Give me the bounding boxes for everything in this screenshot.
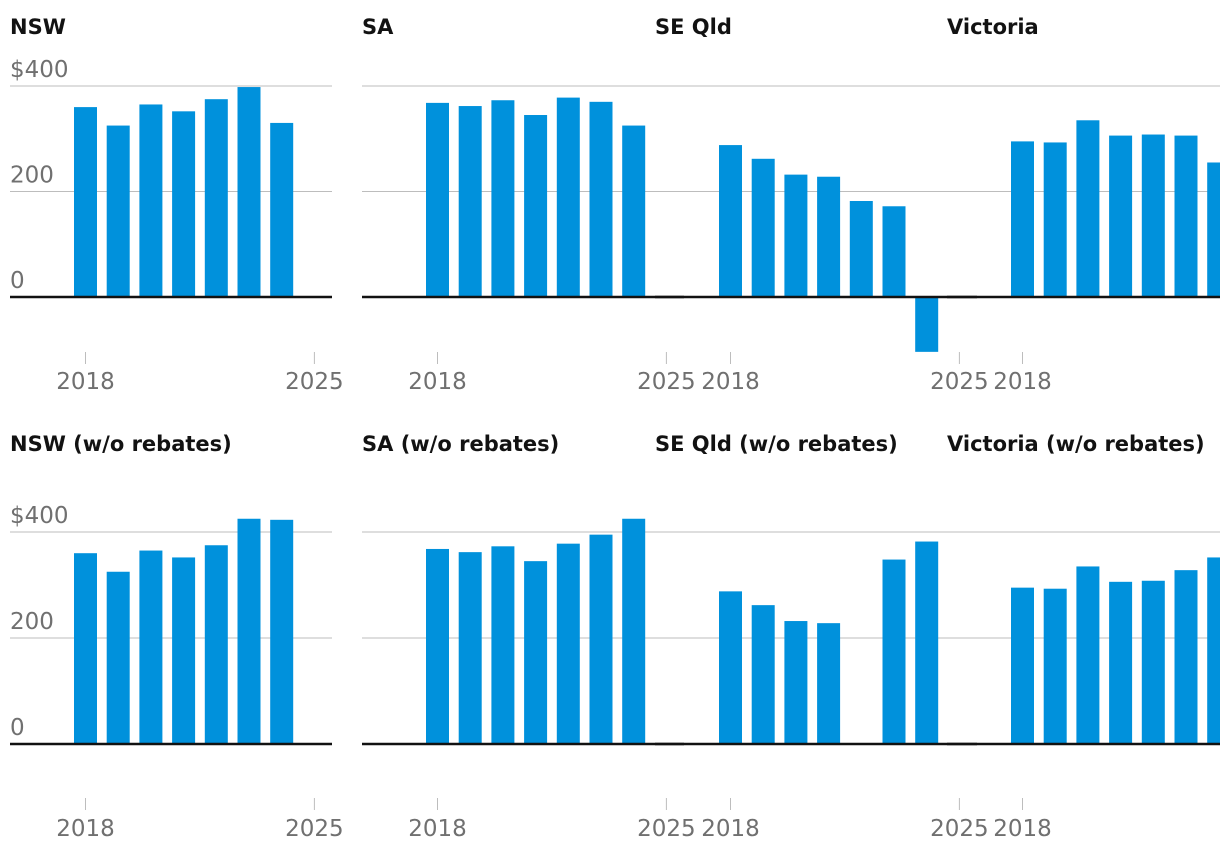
x-tick-label: 2025 xyxy=(285,816,344,842)
bar-2019 xyxy=(751,158,775,297)
x-tick-label: 2025 xyxy=(285,369,344,395)
x-tick-label: 2018 xyxy=(408,816,467,842)
bar-2024 xyxy=(915,541,939,744)
bar-2019 xyxy=(458,106,482,297)
chart-panel-6: 2018 2025 SA (w/o rebates) xyxy=(362,432,696,842)
chart-panel-5: 0 200 $400 2018 2025 NSW (w/o rebates) xyxy=(10,432,344,842)
x-tick-label: 2018 xyxy=(56,816,115,842)
bar-2020 xyxy=(491,100,515,298)
x-tick-label: 2018 xyxy=(993,369,1052,395)
bar-2023 xyxy=(882,559,906,744)
y-tick-label: 200 xyxy=(10,609,54,635)
bar-2024 xyxy=(622,518,646,744)
bar-2021 xyxy=(1109,135,1133,297)
x-tick-label: 2025 xyxy=(637,369,696,395)
bar-2021 xyxy=(817,176,841,297)
panel-title: SE Qld xyxy=(655,15,732,39)
x-tick-label: 2025 xyxy=(930,369,989,395)
bar-2018 xyxy=(74,553,97,744)
y-tick-label: 0 xyxy=(10,715,25,741)
bar-2021 xyxy=(1109,581,1133,744)
bar-2023 xyxy=(1174,135,1198,297)
bar-2022 xyxy=(1141,134,1165,297)
chart-panel-4: 20182025Victoria xyxy=(947,15,1220,395)
bar-2023 xyxy=(882,206,906,297)
bar-2019 xyxy=(1043,588,1067,744)
bar-2020 xyxy=(1076,120,1100,297)
bar-2024 xyxy=(622,125,646,297)
x-tick-label: 2018 xyxy=(701,369,760,395)
bar-2020 xyxy=(139,104,163,298)
x-tick-label: 2018 xyxy=(56,369,115,395)
y-tick-label: 200 xyxy=(10,163,54,189)
bar-2022 xyxy=(556,543,580,744)
bar-2023 xyxy=(1174,570,1198,744)
bar-2021 xyxy=(524,115,548,297)
panel-title: SA xyxy=(362,15,394,39)
chart-panel-7: 2018 2025 SE Qld (w/o rebates) xyxy=(655,432,989,842)
bar-2018 xyxy=(719,145,742,297)
bar-2018 xyxy=(426,102,449,297)
bar-2018 xyxy=(1011,587,1034,744)
bar-2024 xyxy=(1207,557,1220,744)
bar-2018 xyxy=(74,107,97,297)
y-tick-label: $400 xyxy=(10,503,69,529)
bar-2020 xyxy=(139,550,163,744)
bar-2021 xyxy=(172,557,196,744)
bar-2022 xyxy=(556,97,580,297)
bar-2020 xyxy=(784,174,808,297)
bar-2019 xyxy=(458,552,482,744)
bar-2020 xyxy=(784,621,808,744)
panel-title: SA (w/o rebates) xyxy=(362,432,559,456)
bar-2023 xyxy=(237,87,261,298)
chart-panel-8: 20182025Victoria (w/o rebates) xyxy=(947,432,1220,842)
bar-2024 xyxy=(270,519,294,744)
y-tick-label: 0 xyxy=(10,268,25,294)
bar-2023 xyxy=(237,518,261,744)
bar-2024 xyxy=(915,297,939,352)
bar-2022 xyxy=(204,99,228,297)
bar-2022 xyxy=(849,200,873,297)
bar-2023 xyxy=(589,101,613,297)
bar-2019 xyxy=(751,605,775,744)
bar-2018 xyxy=(719,591,742,744)
chart-panel-3: 2018 2025 SE Qld xyxy=(655,15,989,395)
chart-panel-1: 0 200 $400 2018 2025 NSW xyxy=(10,15,344,395)
bar-2024 xyxy=(270,122,294,297)
panel-title: NSW xyxy=(10,15,66,39)
x-tick-label: 2018 xyxy=(701,816,760,842)
bar-2022 xyxy=(1141,580,1165,744)
bar-2018 xyxy=(1011,141,1034,297)
bar-2019 xyxy=(1043,142,1067,297)
bar-2022 xyxy=(204,545,228,744)
bar-2021 xyxy=(172,111,196,297)
bar-2019 xyxy=(106,125,130,297)
bar-2018 xyxy=(426,548,449,744)
bar-2020 xyxy=(1076,566,1100,744)
x-tick-label: 2018 xyxy=(993,816,1052,842)
x-tick-label: 2018 xyxy=(408,369,467,395)
y-tick-label: $400 xyxy=(10,57,69,83)
panel-title: Victoria xyxy=(947,15,1039,39)
panel-title: Victoria (w/o rebates) xyxy=(947,432,1205,456)
bar-2024 xyxy=(1207,162,1220,297)
panel-title: NSW (w/o rebates) xyxy=(10,432,232,456)
bar-2020 xyxy=(491,546,515,744)
x-tick-label: 2025 xyxy=(637,816,696,842)
x-tick-label: 2025 xyxy=(930,816,989,842)
bar-2023 xyxy=(589,534,613,744)
bar-2019 xyxy=(106,571,130,744)
bar-2021 xyxy=(817,623,841,744)
panel-title: SE Qld (w/o rebates) xyxy=(655,432,898,456)
bar-2021 xyxy=(524,561,548,744)
chart-panel-2: 2018 2025 SA xyxy=(362,15,696,395)
